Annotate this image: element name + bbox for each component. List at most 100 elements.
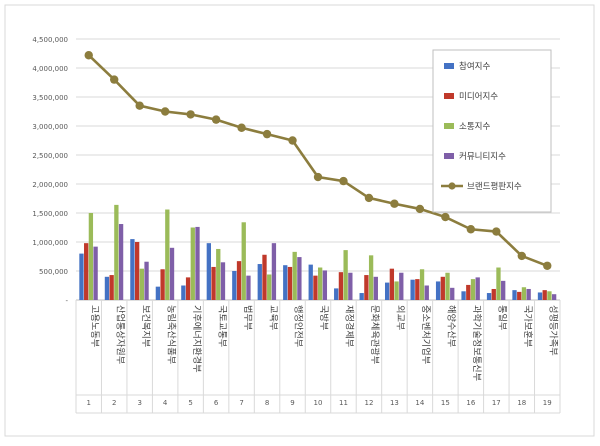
- x-category-label: 해양수산부: [446, 305, 458, 347]
- bar: [501, 280, 506, 300]
- line-point: [517, 251, 526, 261]
- bar: [246, 275, 251, 300]
- line-point: [543, 261, 552, 270]
- bar: [419, 269, 425, 300]
- x-category-number: 14: [415, 399, 424, 407]
- bar: [232, 271, 237, 300]
- bar: [343, 250, 348, 300]
- x-category-number: 4: [163, 399, 168, 407]
- line-point: [160, 107, 170, 116]
- bar: [84, 243, 89, 300]
- bar: [236, 261, 242, 300]
- bar: [165, 209, 170, 300]
- bar: [169, 247, 175, 300]
- bar: [118, 224, 124, 300]
- legend-label: 소통지수: [459, 122, 490, 132]
- x-category-label: 보건복지부: [140, 305, 151, 347]
- x-category-label: 국가보훈부: [522, 305, 534, 347]
- x-category-label: 외교부: [395, 305, 407, 330]
- x-category-label: 행정안전부: [293, 305, 305, 347]
- bar: [318, 267, 323, 300]
- bar: [445, 272, 450, 300]
- x-category-number: 6: [214, 399, 219, 407]
- bar: [415, 279, 420, 300]
- bar: [517, 291, 522, 300]
- bar: [93, 246, 98, 300]
- line-point: [466, 225, 476, 234]
- bar: [547, 291, 552, 300]
- bar: [220, 262, 226, 300]
- bar: [287, 266, 293, 300]
- line-point: [415, 204, 425, 214]
- legend-label: 미디어지수: [459, 91, 498, 102]
- y-tick-label: 500,000: [39, 268, 68, 276]
- bar: [262, 254, 267, 300]
- line-point: [339, 176, 348, 186]
- y-tick-label: 2,500,000: [32, 152, 68, 160]
- bar: [334, 288, 339, 300]
- bar: [211, 266, 216, 300]
- line-point: [84, 51, 93, 60]
- bar: [424, 285, 429, 300]
- bar: [542, 290, 547, 300]
- x-category-label: 고용노동부: [89, 305, 100, 347]
- bar: [450, 287, 455, 300]
- line-point: [237, 123, 246, 132]
- x-category-number: 3: [137, 399, 141, 407]
- bar: [190, 227, 195, 300]
- legend-label: 참여지수: [459, 61, 490, 72]
- bar: [364, 275, 369, 300]
- bar: [368, 255, 374, 300]
- bar: [475, 277, 480, 300]
- x-category-label: 과학기술정보통신부: [471, 305, 482, 381]
- x-category-number: 12: [364, 399, 373, 407]
- y-axis-labels: - 500,000 1,000,000 1,500,000 2,000,000 2,500…: [32, 36, 68, 305]
- bar: [461, 291, 466, 300]
- bar: [114, 204, 119, 300]
- x-category-number: 7: [239, 399, 243, 407]
- x-category-label: 국토교통부: [216, 305, 227, 347]
- x-category-number: 13: [390, 399, 399, 407]
- y-tick-label: 4,000,000: [32, 65, 68, 73]
- bar: [491, 288, 496, 300]
- bar: [88, 213, 94, 300]
- bar: [271, 243, 277, 300]
- line-point: [492, 227, 501, 236]
- bar: [521, 287, 527, 300]
- bar: [283, 265, 288, 300]
- x-category-number: 10: [314, 399, 323, 407]
- bar: [313, 275, 318, 300]
- bar: [155, 286, 161, 300]
- bar: [160, 269, 165, 300]
- bar: [389, 268, 395, 300]
- x-category-number: 19: [543, 399, 552, 407]
- bar: [144, 261, 149, 300]
- legend-swatch: [444, 123, 454, 129]
- line-point: [262, 129, 272, 139]
- legend-label: 커뮤니티지수: [459, 151, 506, 162]
- x-category-label: 국방부: [318, 305, 329, 330]
- bar: [257, 264, 262, 300]
- y-tick-label: 1,000,000: [32, 239, 68, 247]
- line-point: [186, 110, 195, 119]
- x-category-number: 2: [112, 399, 116, 407]
- bar: [384, 282, 390, 300]
- x-category-label: 농림축산식품부: [165, 305, 177, 364]
- bar: [470, 279, 476, 300]
- bar: [394, 281, 399, 300]
- x-category-number: 8: [265, 399, 269, 407]
- bar: [410, 279, 415, 300]
- bar: [130, 239, 135, 300]
- bar: [526, 288, 531, 300]
- x-category-number: 9: [290, 399, 294, 407]
- bar: [399, 272, 404, 300]
- bar: [185, 277, 191, 300]
- x-category-label: 재정경제부: [344, 305, 356, 347]
- legend-label: 브랜드평판지수: [467, 181, 522, 192]
- y-tick-label: 3,000,000: [32, 123, 68, 131]
- x-category-number: 15: [441, 399, 450, 407]
- bar: [134, 242, 140, 300]
